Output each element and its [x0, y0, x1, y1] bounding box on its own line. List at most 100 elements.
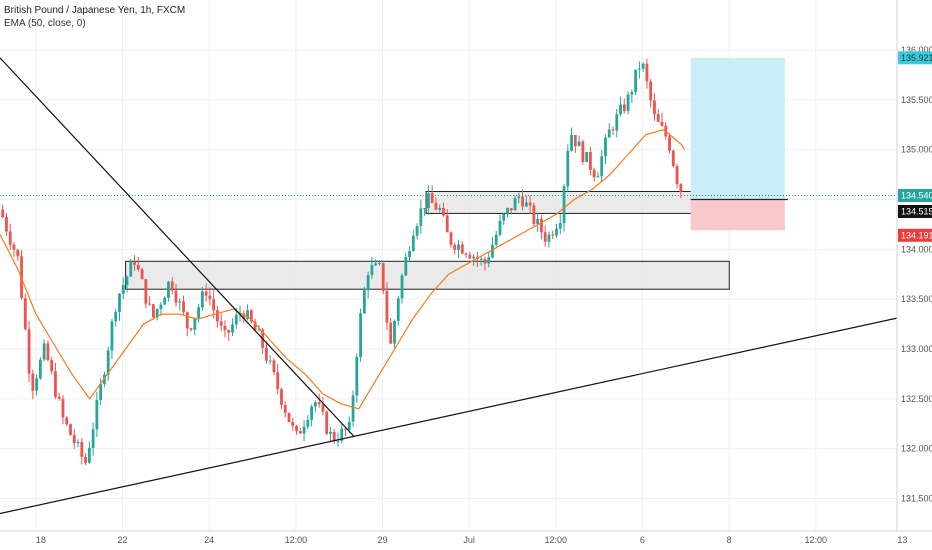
candle-body: [72, 435, 76, 444]
candle-body: [80, 442, 84, 457]
candle: [114, 308, 118, 327]
candle: [151, 303, 155, 320]
candle-body: [498, 220, 502, 235]
candle-body: [283, 404, 287, 413]
candle-body: [302, 426, 306, 434]
candle: [144, 278, 148, 309]
price-tick-label: 133.500: [901, 294, 932, 304]
candle: [76, 439, 80, 448]
candle-body: [208, 295, 212, 300]
candle: [596, 171, 600, 178]
time-tick-label: 12:00: [804, 535, 827, 545]
candle: [389, 317, 393, 345]
descending-trendline: [0, 57, 355, 438]
candle: [321, 397, 325, 416]
candle-body: [589, 151, 592, 170]
candle: [1, 204, 5, 219]
candle: [543, 225, 547, 247]
price-tag: 134.515: [898, 204, 932, 218]
candle-body: [170, 281, 174, 291]
candle: [276, 364, 280, 395]
candle-body: [509, 208, 513, 211]
candle: [675, 163, 679, 189]
candle-body: [317, 402, 321, 405]
candle: [302, 420, 306, 442]
candle-body: [200, 291, 204, 308]
candle-body: [344, 428, 347, 430]
candle-body: [359, 313, 362, 358]
candle-body: [423, 207, 427, 209]
candle: [227, 329, 231, 342]
support-zone-lower: [125, 260, 730, 290]
candle: [419, 199, 423, 234]
candle-body: [524, 202, 528, 207]
candle-body: [57, 396, 61, 399]
candle: [219, 313, 223, 331]
candle-body: [276, 372, 280, 390]
candle-body: [76, 442, 80, 444]
candle: [449, 231, 453, 248]
candle: [573, 134, 577, 153]
candle-body: [265, 347, 268, 361]
candle-body: [325, 411, 329, 434]
candle-body: [280, 389, 283, 405]
candle: [155, 308, 159, 321]
candle-body: [626, 94, 630, 111]
candle: [200, 286, 204, 312]
candle-body: [536, 218, 540, 225]
candle: [626, 91, 630, 115]
candle: [438, 204, 442, 213]
candle-body: [182, 301, 185, 313]
candle: [129, 258, 133, 277]
candle: [532, 202, 536, 228]
price-tag: 134.540: [898, 188, 932, 202]
candle-body: [287, 412, 291, 422]
candle-body: [91, 429, 95, 448]
candle: [615, 108, 619, 138]
candle-body: [197, 307, 200, 318]
candle: [80, 438, 84, 465]
candle: [374, 259, 378, 266]
price-tag-bg: [898, 51, 932, 65]
candle: [110, 318, 114, 360]
candle-body: [87, 447, 91, 463]
candle-body: [38, 359, 42, 379]
price-tag: 135.921: [898, 51, 932, 65]
candle-body: [517, 196, 521, 199]
candle-body: [577, 141, 581, 147]
time-tick-label: 8: [727, 535, 732, 545]
candle: [249, 308, 253, 324]
indicator-label: EMA (50, close, 0): [4, 18, 86, 29]
candle-body: [381, 263, 385, 291]
candle-body: [140, 269, 144, 280]
candle-body: [637, 68, 641, 70]
candle-body: [370, 265, 374, 275]
candle-body: [189, 328, 193, 330]
candle-body: [136, 264, 140, 270]
candle-body: [313, 402, 317, 407]
candle-body: [457, 244, 460, 250]
candle-body: [396, 298, 400, 321]
candle: [125, 275, 129, 293]
candle: [280, 387, 283, 410]
candle: [592, 167, 596, 182]
candle: [622, 98, 626, 114]
candle: [506, 207, 509, 218]
candle: [208, 287, 212, 306]
candle-body: [649, 81, 653, 101]
candle-body: [540, 218, 543, 233]
candle-body: [163, 297, 167, 305]
price-tag-label: 134.191: [901, 230, 932, 240]
candle-body: [216, 310, 219, 322]
candle-body: [1, 209, 5, 218]
price-tick-label: 132.500: [901, 394, 932, 404]
candle: [415, 223, 419, 240]
candle: [16, 249, 20, 261]
candle: [351, 390, 355, 427]
candle: [325, 409, 329, 435]
candle: [370, 256, 374, 280]
candle: [265, 341, 268, 364]
candle: [136, 257, 140, 272]
